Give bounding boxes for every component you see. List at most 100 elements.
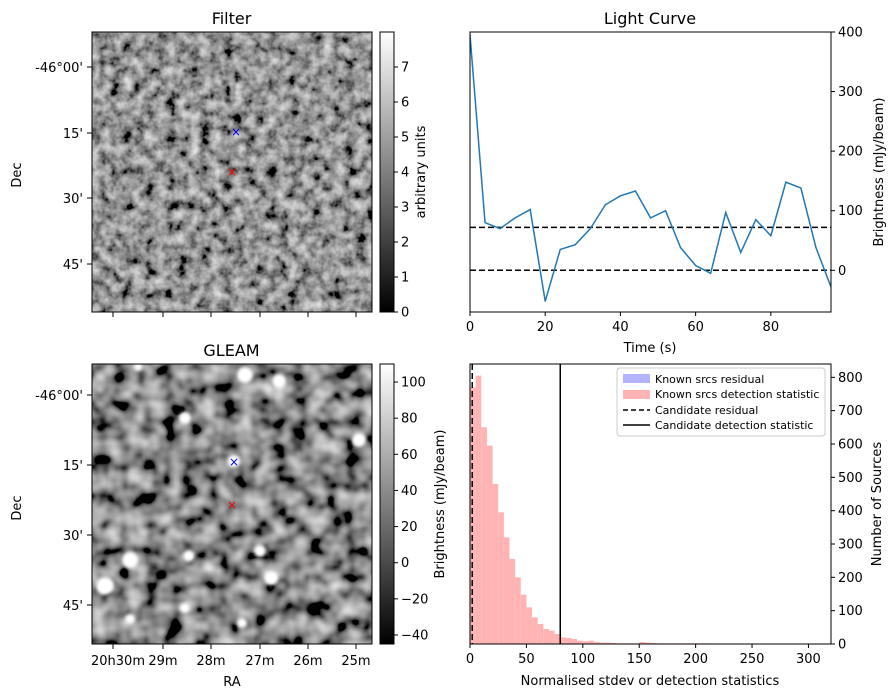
- histogram-ylabel-left: Brightness (mJy/beam): [433, 430, 448, 579]
- light-curve-point-23: [815, 247, 817, 249]
- filter-colorbar-ticklabel-3: 3: [401, 201, 409, 216]
- light-curve-xticklabel-2: 40: [612, 320, 629, 335]
- gleam-ytick-0: -46°00': [35, 389, 83, 404]
- light-curve-point-18: [740, 251, 742, 254]
- light-curve-xticks: 0 20 40 60 80: [466, 312, 779, 335]
- light-curve-title: Light Curve: [604, 9, 696, 28]
- histogram-yticklabel-0: 0: [838, 638, 846, 653]
- gleam-ytick-3: 45': [63, 599, 83, 614]
- histogram-bar-2: [481, 427, 487, 644]
- histogram-bar-15: [554, 634, 561, 644]
- histogram-bar-7: [509, 559, 516, 644]
- filter-colorbar-ticklabel-6: 6: [401, 96, 409, 111]
- light-curve-point-8: [589, 227, 591, 230]
- filter-colorbar-ticklabel-0: 0: [401, 306, 409, 321]
- gleam-panel: GLEAM × × -46°00': [10, 341, 428, 690]
- histogram-panel: 0 50 100 150 200 250 300 0 100 200 300 400 500 600 70…: [433, 363, 885, 689]
- histogram-bar-8: [515, 577, 521, 644]
- gleam-markers: × ×: [227, 455, 239, 512]
- gleam-ylabel: Dec: [10, 495, 25, 520]
- histogram-xlabel: Normalised stdev or detection statistics: [521, 674, 780, 689]
- filter-colorbar: 0 1 2 3 4 5 6 7 arbitrary units: [379, 31, 429, 321]
- light-curve-frame: [469, 31, 832, 313]
- light-curve-xticklabel-1: 20: [537, 320, 554, 335]
- filter-ytick-2: 30': [63, 192, 83, 207]
- histogram-bar-20: [582, 641, 589, 644]
- histogram-xticklabel-0: 0: [466, 652, 474, 667]
- filter-colorbar-ticklabel-1: 1: [401, 271, 409, 286]
- light-curve-point-21: [785, 181, 787, 183]
- light-curve-xlabel: Time (s): [623, 341, 677, 356]
- filter-colorbar-label: arbitrary units: [414, 125, 429, 218]
- gleam-colorbar-ticklabel-7: 100: [401, 376, 426, 391]
- legend-label-residual: Known srcs residual: [655, 373, 764, 386]
- light-curve-point-19: [755, 219, 757, 221]
- gleam-yaxis: -46°00' 15' 30' 45' Dec: [10, 389, 92, 614]
- gleam-xlabel: RA: [223, 675, 241, 690]
- filter-frame: [91, 31, 373, 313]
- filter-marker-blue: ×: [231, 125, 241, 139]
- filter-markers: × ×: [227, 125, 241, 179]
- histogram-bar-19: [577, 640, 583, 644]
- gleam-image: [92, 364, 372, 644]
- light-curve-point-3: [514, 217, 516, 219]
- legend-box: [616, 367, 826, 437]
- light-curve-point-6: [559, 248, 561, 251]
- legend-label-candidate-residual: Candidate residual: [655, 404, 758, 417]
- gleam-colorbar: −40 −20 0 20 40 60 80 100: [379, 363, 428, 645]
- legend-swatch-detection: [623, 390, 650, 399]
- light-curve-threshold-lines: [470, 226, 831, 272]
- histogram-bar-6: [503, 537, 510, 644]
- light-curve-point-2: [499, 227, 501, 230]
- filter-colorbar-ticklabel-7: 7: [401, 61, 409, 76]
- light-curve-ylabel: Brightness (mJy/beam): [872, 98, 887, 247]
- light-curve-yticklabel-2: 200: [838, 145, 863, 160]
- light-curve-point-13: [664, 210, 667, 212]
- gleam-xtick-3: 27m: [245, 654, 274, 669]
- histogram-bar-13: [543, 629, 549, 644]
- gleam-colorbar-ticklabel-1: −20: [401, 592, 428, 607]
- histogram-bar-5: [498, 512, 504, 644]
- histogram-yticklabel-4: 400: [838, 504, 863, 519]
- gleam-xtick-0: 20h30m: [91, 654, 145, 669]
- histogram-xticklabel-6: 300: [796, 652, 821, 667]
- histogram-bar-14: [548, 630, 555, 644]
- light-curve-point-12: [649, 217, 652, 219]
- filter-yaxis: -46°00' 15' 30' 45' Dec: [10, 61, 92, 273]
- histogram-bar-9: [520, 594, 527, 644]
- filter-xticks: [112, 312, 357, 317]
- gleam-colorbar-ticklabel-6: 80: [401, 412, 418, 427]
- light-curve-point-7: [574, 244, 576, 246]
- filter-colorbar-gradient: [379, 31, 395, 313]
- light-curve-line-0: [470, 34, 831, 302]
- histogram-legend: Known srcs residual Known srcs detection…: [616, 367, 826, 437]
- light-curve-xticklabel-0: 0: [466, 320, 474, 335]
- gleam-xtick-4: 26m: [293, 654, 322, 669]
- histogram-bar-12: [537, 624, 544, 644]
- light-curve-point-9: [604, 204, 606, 206]
- gleam-colorbar-ticks: −40 −20 0 20 40 60 80 100: [394, 376, 428, 643]
- light-curve-point-22: [800, 187, 802, 189]
- gleam-sources: [96, 363, 366, 628]
- histogram-bar-22: [594, 642, 600, 644]
- histogram-ylabel-right: Number of Sources: [870, 442, 885, 567]
- gleam-ytick-2: 30': [63, 529, 83, 544]
- filter-colorbar-ticks: 0 1 2 3 4 5 6 7: [394, 61, 409, 321]
- histogram-candidate-lines: [471, 364, 561, 644]
- gleam-colorbar-gradient: [379, 363, 395, 645]
- histogram-bar-21: [588, 640, 595, 644]
- filter-title: Filter: [212, 9, 252, 28]
- gleam-frame: [91, 363, 373, 645]
- histogram-bar-23: [599, 642, 606, 644]
- gleam-xtick-2: 28m: [196, 654, 225, 669]
- filter-image: [92, 32, 372, 312]
- histogram-xticklabel-5: 250: [740, 652, 765, 667]
- light-curve-xticklabel-3: 60: [687, 320, 704, 335]
- histogram-bar-10: [526, 607, 533, 644]
- histogram-bar-1: [475, 375, 482, 644]
- light-curve-point-5: [544, 300, 546, 302]
- histogram-bar-0: [470, 387, 476, 644]
- filter-colorbar-ticklabel-5: 5: [401, 131, 409, 146]
- light-curve-point-20: [770, 235, 772, 237]
